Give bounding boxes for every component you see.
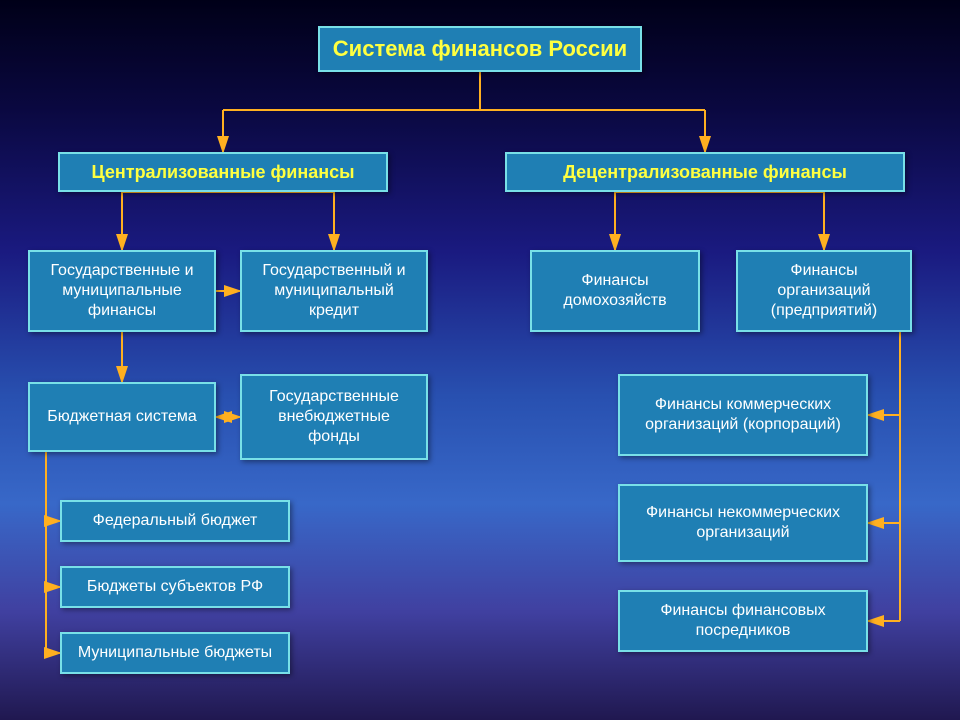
node-label: Государственные внебюджетные фонды [252,387,416,447]
node-label: Бюджеты субъектов РФ [87,577,263,597]
diagram-canvas: Система финансов России Централизованные… [0,0,960,720]
node-label: Система финансов России [333,35,627,63]
node-commerc: Финансы коммерческих организаций (корпор… [618,374,868,456]
node-noncom: Финансы некоммерческих организаций [618,484,868,562]
node-label: Федеральный бюджет [93,511,258,531]
node-central: Централизованные финансы [58,152,388,192]
node-org: Финансы организаций (предприятий) [736,250,912,332]
node-label: Финансы финансовых посредников [630,601,856,641]
node-interm: Финансы финансовых посредников [618,590,868,652]
node-gmk: Государственный и муниципальный кредит [240,250,428,332]
node-subj: Бюджеты субъектов РФ [60,566,290,608]
node-label: Бюджетная система [47,407,197,427]
node-label: Государственные и муниципальные финансы [40,261,204,321]
node-label: Централизованные финансы [92,161,355,184]
node-label: Муниципальные бюджеты [78,643,272,663]
node-label: Государственный и муниципальный кредит [252,261,416,321]
node-house: Финансы домохозяйств [530,250,700,332]
node-muni: Муниципальные бюджеты [60,632,290,674]
node-extrabud: Государственные внебюджетные фонды [240,374,428,460]
node-budget: Бюджетная система [28,382,216,452]
node-label: Децентрализованные финансы [563,161,847,184]
node-root: Система финансов России [318,26,642,72]
node-gmf: Государственные и муниципальные финансы [28,250,216,332]
node-decentral: Децентрализованные финансы [505,152,905,192]
node-label: Финансы некоммерческих организаций [630,503,856,543]
node-label: Финансы домохозяйств [542,271,688,311]
node-fed: Федеральный бюджет [60,500,290,542]
node-label: Финансы коммерческих организаций (корпор… [630,395,856,435]
node-label: Финансы организаций (предприятий) [748,261,900,321]
